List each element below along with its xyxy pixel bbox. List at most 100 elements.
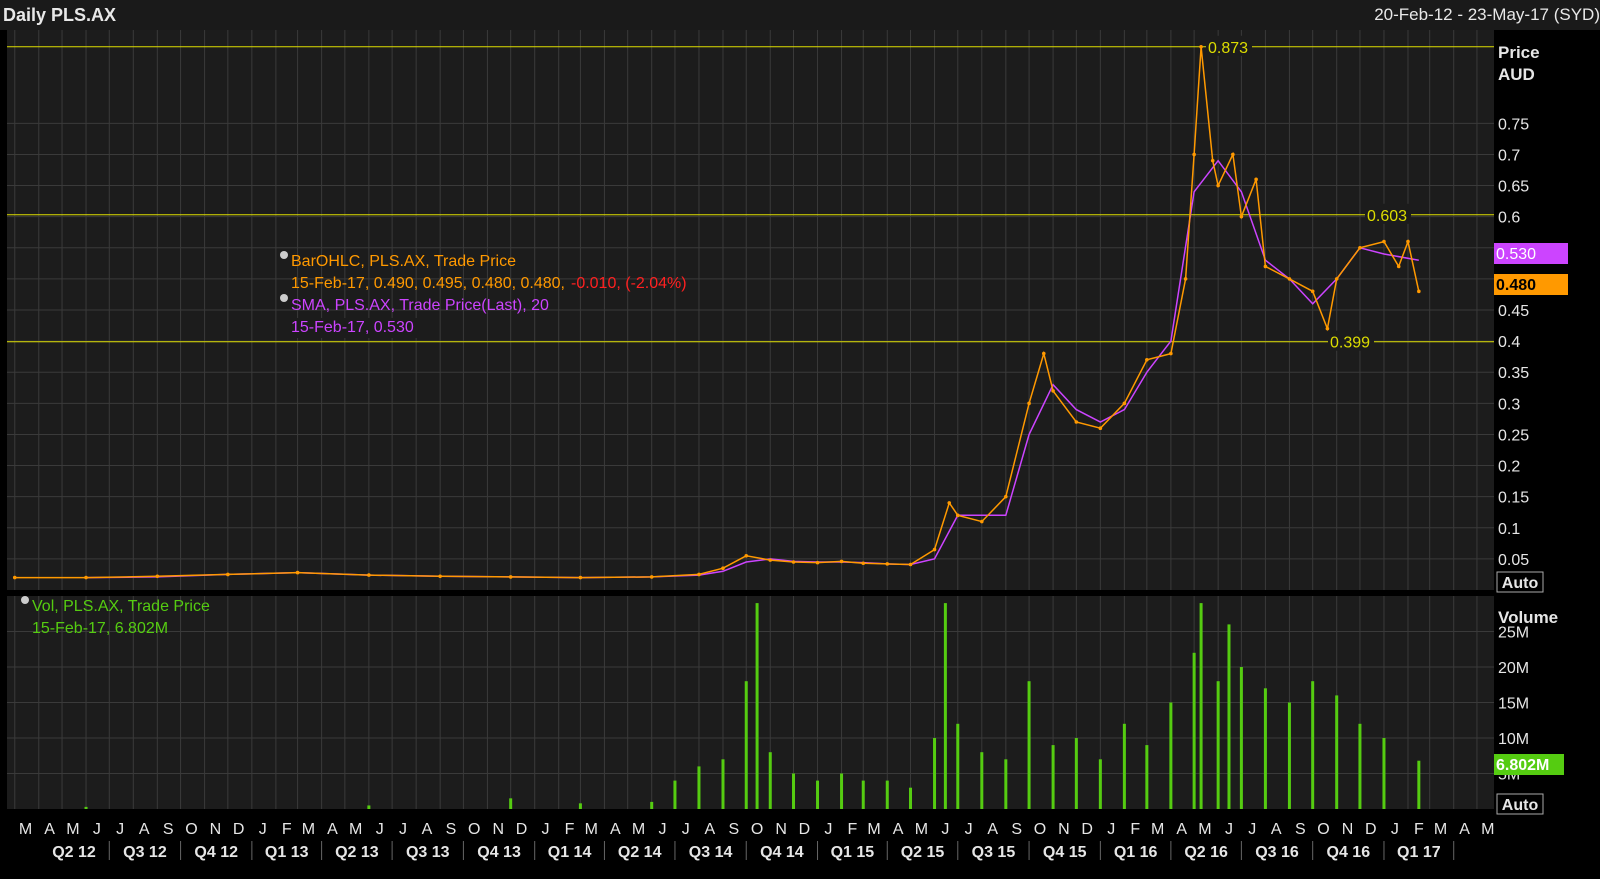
hline-label-bg (1206, 35, 1252, 56)
month-tick-label: J (1225, 821, 1233, 838)
month-tick-label: A (704, 821, 715, 838)
month-tick-label: J (399, 821, 407, 838)
month-tick-label: O (1317, 821, 1329, 838)
month-tick-label: F (848, 821, 858, 838)
grid-lines (7, 30, 1494, 809)
volume-bar (721, 759, 725, 809)
month-tick-label: A (1459, 821, 1470, 838)
price-auto-button[interactable] (1496, 571, 1544, 593)
sma-legend-values: 15-Feb-17, 0.530 (291, 319, 414, 336)
month-tick-label: A (893, 821, 904, 838)
volume-bar (650, 801, 654, 809)
price-point (1231, 152, 1235, 157)
horizontal-lines[interactable]: 0.873 0.603 0.399 (7, 35, 1494, 352)
month-tick-label: D (1081, 821, 1093, 838)
volume-bar (1074, 738, 1078, 809)
month-tick-label: M (867, 821, 880, 838)
price-auto-label: Auto (1502, 575, 1539, 592)
price-point (1004, 494, 1008, 499)
month-tick-label: M (1151, 821, 1164, 838)
price-point (1199, 45, 1203, 49)
volume-axis-title: Volume (1498, 608, 1558, 627)
month-tick-label: O (468, 821, 480, 838)
month-tick-label: J (93, 821, 101, 838)
quarter-tick-label: Q2 16 (1184, 844, 1228, 861)
month-tick-label: M (302, 821, 315, 838)
volume-axis: Volume Auto 25M20M15M10M5M (1496, 608, 1558, 815)
last-volume-badge-bg (1494, 754, 1564, 775)
quarter-tick-label: Q2 13 (335, 844, 379, 861)
volume-auto-button[interactable] (1496, 793, 1544, 815)
volume-tick-label: 25M (1498, 625, 1529, 642)
month-tick-label: N (1342, 821, 1354, 838)
volume-bar (744, 681, 748, 809)
quarter-tick-label: Q2 12 (52, 844, 96, 861)
volume-bar (509, 798, 513, 809)
month-tick-label: J (116, 821, 124, 838)
quarter-tick-label: Q4 14 (760, 844, 804, 861)
price-tick-label: 0.65 (1498, 179, 1529, 196)
volume-legend-icon[interactable] (21, 596, 29, 604)
ohlc-legend-icon[interactable] (280, 251, 288, 259)
ohlc-change-text: -0.010, (-2.04%) (571, 275, 687, 292)
month-tick-label: N (492, 821, 504, 838)
month-tick-label: N (210, 821, 222, 838)
ohlc-values-text: 15-Feb-17, 0.490, 0.495, 0.480, 0.480, (291, 275, 565, 292)
price-point (649, 575, 654, 579)
month-tick-label: O (1034, 821, 1046, 838)
price-point (508, 575, 513, 579)
volume-tick-label: 20M (1498, 660, 1529, 677)
sma-legend-icon[interactable] (280, 294, 288, 302)
volume-bar (697, 766, 701, 809)
quarter-tick-label: Q4 16 (1327, 844, 1371, 861)
volume-bar (1051, 745, 1055, 809)
hline-label: 0.873 (1208, 40, 1248, 57)
price-point (697, 572, 701, 577)
price-point (1254, 177, 1258, 182)
month-tick-label: A (1271, 821, 1282, 838)
month-tick-label: J (1391, 821, 1399, 838)
volume-auto-label: Auto (1502, 797, 1539, 814)
price-point (12, 575, 17, 580)
price-point (438, 574, 442, 579)
quarter-tick-label: Q1 17 (1397, 844, 1441, 861)
month-tick-label: M (1434, 821, 1447, 838)
month-tick-label: D (1365, 821, 1377, 838)
volume-series (84, 603, 1421, 809)
volume-bar (1335, 695, 1339, 809)
volume-bar (861, 780, 865, 809)
month-tick-label: J (259, 821, 267, 838)
price-point (1216, 183, 1220, 188)
month-tick-label: S (163, 821, 174, 838)
quarter-tick-label: Q1 16 (1114, 844, 1158, 861)
price-point (1334, 277, 1339, 281)
price-point (155, 574, 160, 579)
price-point (1074, 420, 1079, 424)
price-point (1183, 277, 1188, 281)
month-tick-label: N (1058, 821, 1070, 838)
month-tick-label: F (565, 821, 575, 838)
sma-legend-name: SMA, PLS.AX, Trade Price(Last), 20 (291, 297, 549, 314)
price-point (1396, 264, 1401, 269)
sma-badge: 0.530 (1496, 246, 1536, 263)
volume-bar (673, 780, 677, 809)
month-tick-label: J (941, 821, 949, 838)
volume-tick-label: 15M (1498, 696, 1529, 713)
price-axis-unit: AUD (1498, 65, 1535, 84)
quarter-tick-label: Q1 13 (265, 844, 309, 861)
volume-bar (1227, 624, 1231, 809)
month-tick-label: J (659, 821, 667, 838)
volume-bar (768, 752, 772, 809)
month-tick-label: A (1176, 821, 1187, 838)
price-tick-label: 0.75 (1498, 116, 1529, 133)
quarter-tick-label: Q2 14 (618, 844, 662, 861)
last-volume-badge: 6.802M (1496, 757, 1549, 774)
month-tick-label: M (1198, 821, 1211, 838)
month-tick-label: F (282, 821, 292, 838)
month-tick-label: S (446, 821, 457, 838)
price-tick-label: 0.3 (1498, 396, 1520, 413)
price-point (791, 560, 796, 564)
ohlc-legend-values: 15-Feb-17, 0.490, 0.495, 0.480, 0.480, -0… (291, 275, 687, 292)
